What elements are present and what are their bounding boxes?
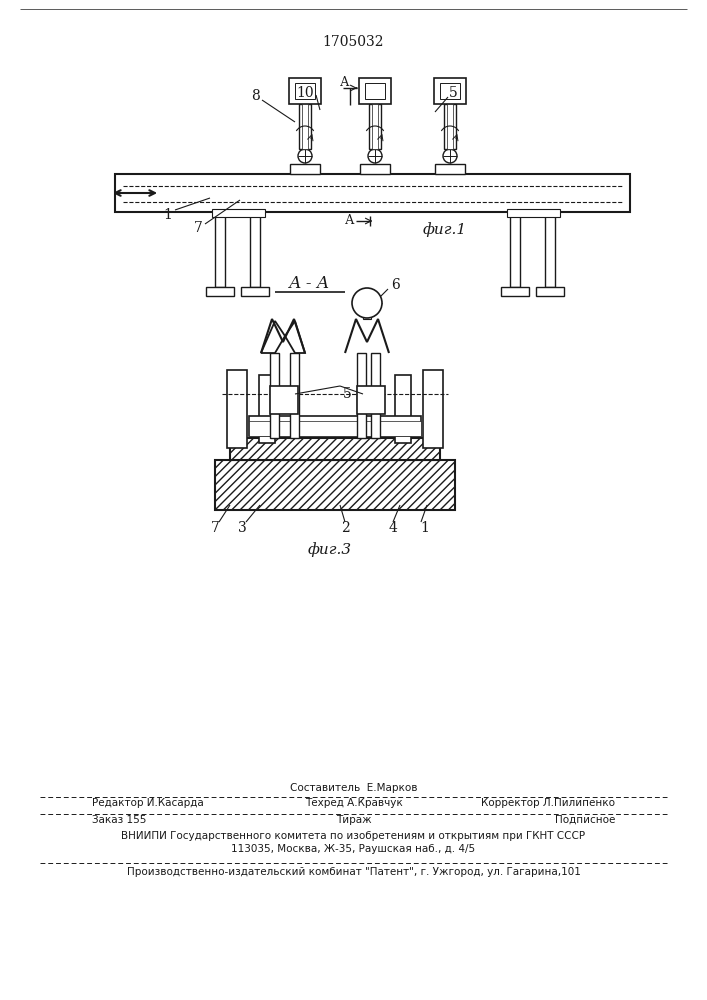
Text: 4: 4 <box>389 521 397 535</box>
Bar <box>259 375 275 443</box>
Text: 8: 8 <box>250 89 259 103</box>
Circle shape <box>443 149 457 163</box>
Bar <box>444 104 456 149</box>
Bar <box>290 353 299 438</box>
Bar <box>545 212 555 287</box>
Bar <box>447 104 453 149</box>
Bar <box>215 460 455 510</box>
Text: Техред А.Кравчук: Техред А.Кравчук <box>305 798 402 808</box>
Bar <box>249 421 421 436</box>
Bar <box>270 353 279 438</box>
Bar <box>423 370 443 448</box>
Text: 2: 2 <box>341 521 349 535</box>
Text: 1: 1 <box>163 208 173 222</box>
Text: 1705032: 1705032 <box>322 35 384 49</box>
Bar <box>289 78 321 104</box>
Bar <box>372 104 378 149</box>
Bar <box>359 78 391 104</box>
Polygon shape <box>285 321 305 353</box>
Bar <box>434 78 466 104</box>
Bar <box>299 104 311 149</box>
Text: Корректор Л.Пилипенко: Корректор Л.Пилипенко <box>481 798 615 808</box>
Bar <box>302 104 308 149</box>
Bar <box>360 164 390 174</box>
Bar <box>241 287 269 296</box>
Text: 10: 10 <box>296 86 314 100</box>
Text: Составитель  Е.Марков: Составитель Е.Марков <box>290 783 417 793</box>
Bar <box>250 212 260 287</box>
Bar <box>363 303 371 319</box>
Bar <box>507 209 560 217</box>
Bar <box>536 287 564 296</box>
Text: фиг.1: фиг.1 <box>423 223 467 237</box>
Bar <box>230 438 440 460</box>
Bar <box>290 164 320 174</box>
Text: 1: 1 <box>421 521 429 535</box>
Bar <box>501 287 529 296</box>
Text: Заказ 155: Заказ 155 <box>92 815 146 825</box>
Bar <box>249 416 421 436</box>
Text: Редактор И.Касарда: Редактор И.Касарда <box>92 798 204 808</box>
Bar <box>365 83 385 99</box>
Text: А - А: А - А <box>289 275 331 292</box>
Text: Производственно-издательский комбинат "Патент", г. Ужгород, ул. Гагарина,101: Производственно-издательский комбинат "П… <box>127 867 580 877</box>
Text: 7: 7 <box>211 521 219 535</box>
Bar <box>510 212 520 287</box>
Text: Подписное: Подписное <box>555 815 615 825</box>
Text: А: А <box>345 214 355 227</box>
Text: 3: 3 <box>238 521 246 535</box>
Bar <box>206 287 234 296</box>
Bar <box>357 386 385 414</box>
Bar <box>227 370 247 448</box>
Text: Тираж: Тираж <box>336 815 371 825</box>
Bar <box>115 174 630 212</box>
Text: 113035, Москва, Ж-35, Раушская наб., д. 4/5: 113035, Москва, Ж-35, Раушская наб., д. … <box>231 844 476 854</box>
Circle shape <box>368 149 382 163</box>
Bar <box>270 386 298 414</box>
Text: 7: 7 <box>194 221 202 235</box>
Polygon shape <box>261 321 285 353</box>
Bar <box>395 375 411 443</box>
Text: 6: 6 <box>391 278 399 292</box>
Text: 5: 5 <box>449 86 457 100</box>
Circle shape <box>352 288 382 318</box>
Text: А: А <box>340 76 350 89</box>
Bar <box>295 83 315 99</box>
Bar <box>357 353 366 438</box>
Bar <box>215 212 225 287</box>
Bar <box>435 164 465 174</box>
Text: фиг.3: фиг.3 <box>308 543 352 557</box>
Bar <box>369 104 381 149</box>
Text: 5: 5 <box>343 387 352 401</box>
Bar <box>440 83 460 99</box>
Circle shape <box>298 149 312 163</box>
Text: ВНИИПИ Государственного комитета по изобретениям и открытиям при ГКНТ СССР: ВНИИПИ Государственного комитета по изоб… <box>122 831 585 841</box>
Bar <box>371 353 380 438</box>
Bar <box>212 209 265 217</box>
